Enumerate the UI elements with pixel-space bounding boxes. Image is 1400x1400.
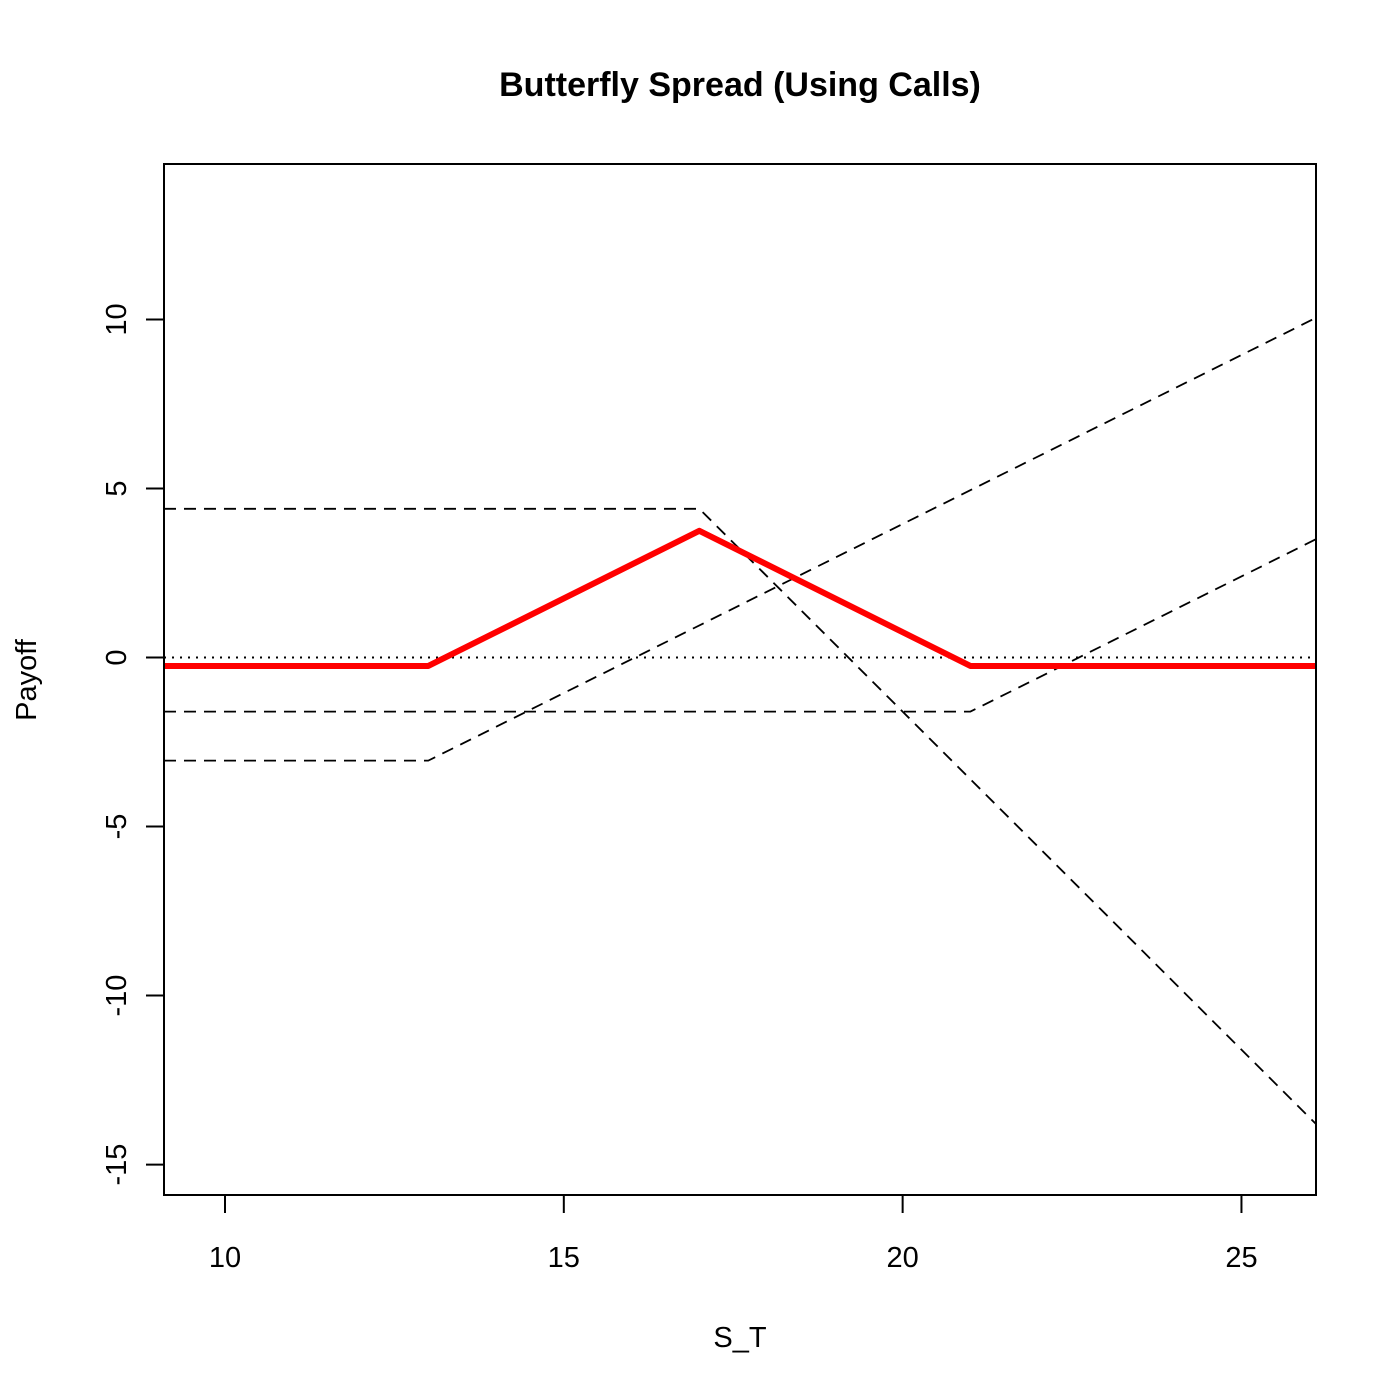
chart-title: Butterfly Spread (Using Calls) — [499, 66, 981, 104]
x-tick-label: 15 — [548, 1242, 580, 1274]
dashed-leg-line-2 — [164, 507, 1317, 1125]
dashed-leg-line-1 — [164, 316, 1317, 762]
y-tick-label: -10 — [101, 975, 133, 1017]
y-tick-label: -15 — [101, 1144, 133, 1186]
x-tick-label: 25 — [1225, 1242, 1257, 1274]
y-tick-label: -5 — [101, 814, 133, 840]
x-tick-label: 10 — [209, 1242, 241, 1274]
y-tick-label: 10 — [101, 303, 133, 335]
x-axis: 10 15 20 25 — [209, 1194, 1258, 1274]
plot-area — [164, 316, 1317, 1125]
plot-frame — [163, 163, 1317, 1196]
y-tick-label: 5 — [101, 480, 133, 496]
y-tick-label: 0 — [101, 649, 133, 665]
butterfly-payoff-line — [164, 527, 1316, 669]
y-axis-label: Payoff — [11, 638, 43, 721]
x-axis-label: S_T — [713, 1322, 766, 1354]
x-tick-label: 20 — [887, 1242, 919, 1274]
y-axis: -15 -10 -5 0 5 10 — [101, 303, 165, 1186]
dashed-leg-line-3 — [164, 538, 1317, 713]
